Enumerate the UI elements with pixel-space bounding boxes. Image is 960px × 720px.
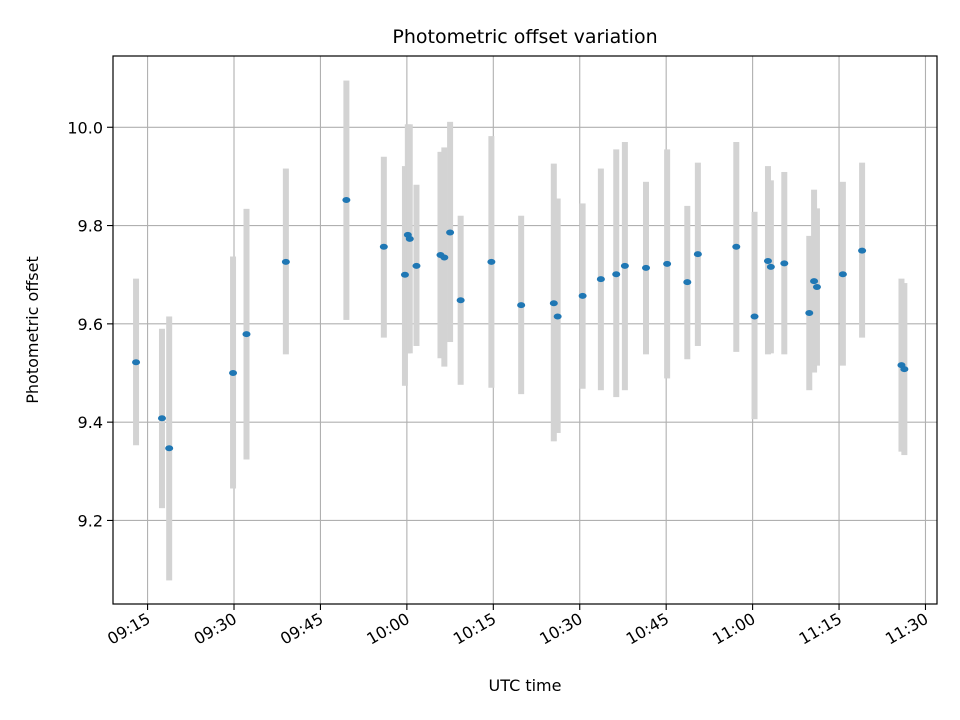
data-points bbox=[132, 197, 909, 452]
data-point bbox=[683, 279, 692, 286]
data-point bbox=[663, 260, 672, 267]
data-point bbox=[456, 297, 465, 304]
y-axis-ticks: 9.2 9.4 9.6 9.8 10.0 bbox=[67, 118, 113, 530]
data-point bbox=[763, 257, 772, 264]
data-point bbox=[858, 247, 867, 254]
y-axis-title: Photometric offset bbox=[23, 256, 42, 404]
data-point bbox=[405, 235, 414, 242]
data-point bbox=[440, 254, 449, 261]
data-point bbox=[805, 310, 814, 317]
data-point bbox=[578, 292, 587, 299]
data-point bbox=[838, 271, 847, 278]
data-point bbox=[157, 415, 166, 422]
data-point bbox=[612, 271, 621, 278]
data-point bbox=[242, 331, 251, 338]
data-point bbox=[750, 313, 759, 320]
data-point bbox=[132, 359, 141, 366]
data-point bbox=[487, 258, 496, 265]
data-point bbox=[165, 445, 174, 452]
data-point bbox=[812, 283, 821, 290]
data-point bbox=[342, 197, 351, 204]
data-point bbox=[229, 370, 238, 377]
data-point bbox=[766, 263, 775, 270]
data-point bbox=[553, 313, 562, 320]
grid-lines bbox=[113, 56, 937, 604]
data-point bbox=[549, 300, 558, 307]
data-point bbox=[517, 302, 526, 309]
data-point bbox=[412, 262, 421, 269]
data-point bbox=[642, 264, 651, 271]
y-tick-label: 9.2 bbox=[78, 511, 103, 530]
data-point bbox=[732, 243, 741, 250]
data-point bbox=[400, 271, 409, 278]
data-point bbox=[693, 251, 702, 258]
data-point bbox=[281, 258, 290, 265]
data-point bbox=[596, 276, 605, 283]
data-point bbox=[810, 278, 819, 285]
data-point bbox=[900, 366, 909, 373]
y-tick-label: 9.8 bbox=[78, 217, 103, 236]
chart-title: Photometric offset variation bbox=[392, 26, 657, 48]
data-point bbox=[620, 262, 629, 269]
y-tick-label: 9.6 bbox=[78, 315, 103, 334]
x-axis-title: UTC time bbox=[489, 676, 562, 695]
data-point bbox=[780, 260, 789, 267]
data-point bbox=[446, 229, 455, 236]
y-tick-label: 10.0 bbox=[67, 118, 103, 137]
plot-frame bbox=[112, 55, 938, 605]
y-tick-label: 9.4 bbox=[78, 413, 103, 432]
data-point bbox=[379, 243, 388, 250]
